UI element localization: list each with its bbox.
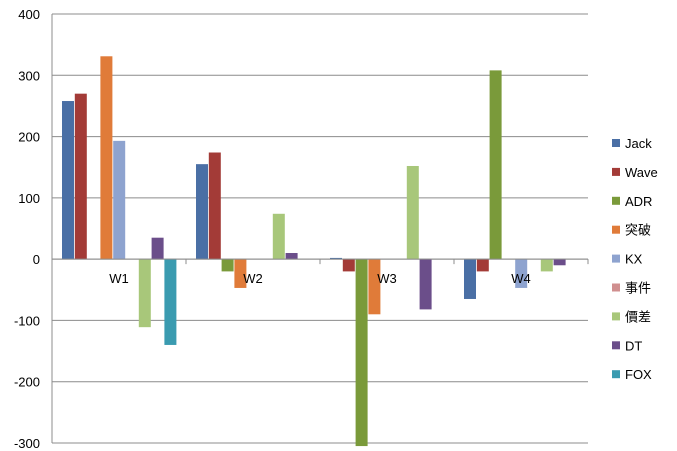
- legend-label: KX: [625, 252, 643, 267]
- bar-w2-3: [234, 259, 247, 288]
- legend-swatch: [612, 312, 620, 321]
- bar-w3-7: [419, 259, 432, 310]
- legend-swatch: [612, 283, 620, 292]
- legend-swatch: [612, 196, 620, 205]
- bar-w3-2: [355, 259, 368, 447]
- bar-w1-3: [100, 56, 113, 260]
- y-tick-label: -200: [14, 375, 40, 390]
- bar-w4-0: [464, 259, 476, 299]
- bar-w2-6: [272, 213, 285, 260]
- bar-w3-1: [342, 259, 355, 272]
- bar-w4-1: [476, 259, 489, 272]
- legend-label: 事件: [625, 281, 651, 296]
- bar-w2-2: [221, 259, 234, 272]
- bar-w4-4: [515, 259, 528, 288]
- gridlines: [52, 13, 588, 444]
- axes: 400 300 200 100 0 -100 -200 -300 W1 W2 W3 W4: [14, 7, 589, 451]
- bar-w4-7: [553, 259, 566, 266]
- x-category-label: W2: [243, 271, 263, 286]
- y-tick-label: -100: [14, 313, 40, 328]
- legend-swatch: [612, 341, 620, 350]
- x-category-label: W4: [511, 271, 531, 286]
- y-tick-label: 200: [18, 130, 40, 145]
- bar-w1-7: [151, 237, 164, 260]
- legend-label: DT: [625, 338, 642, 353]
- legend-label: FOX: [625, 367, 652, 382]
- y-tick-label: 300: [18, 68, 40, 83]
- bar-w3-3: [368, 259, 381, 315]
- bar-w1-4: [113, 140, 126, 260]
- bar-w1-0: [62, 101, 74, 260]
- y-tick-label: -300: [14, 436, 40, 451]
- y-tick-label: 100: [18, 191, 40, 206]
- bar-w2-0: [196, 164, 208, 260]
- bar-w4-2: [489, 70, 502, 260]
- x-category-label: W1: [109, 271, 129, 286]
- legend-swatch: [612, 225, 620, 234]
- y-tick-label: 400: [18, 7, 40, 22]
- bar-w2-1: [208, 152, 221, 260]
- bar-w4-6: [540, 259, 553, 272]
- legend-swatch: [612, 139, 620, 147]
- bars: [62, 56, 566, 447]
- legend-swatch: [612, 254, 620, 263]
- bar-w1-1: [74, 93, 87, 260]
- y-tick-label: 0: [33, 252, 40, 267]
- bar-w3-0: [330, 257, 342, 260]
- bar-w2-7: [285, 253, 298, 260]
- legend-label: Jack: [625, 136, 652, 151]
- bar-w3-6: [406, 165, 419, 260]
- legend-label: 突破: [625, 223, 651, 238]
- bar-w1-6: [138, 259, 151, 328]
- x-category-label: W3: [377, 271, 397, 286]
- legend-swatch: [612, 370, 620, 379]
- legend-label: Wave: [625, 165, 658, 180]
- bar-w1-8: [164, 259, 177, 345]
- legend-label: ADR: [625, 194, 652, 209]
- legend-label: 價差: [625, 309, 651, 324]
- legend-swatch: [612, 167, 620, 176]
